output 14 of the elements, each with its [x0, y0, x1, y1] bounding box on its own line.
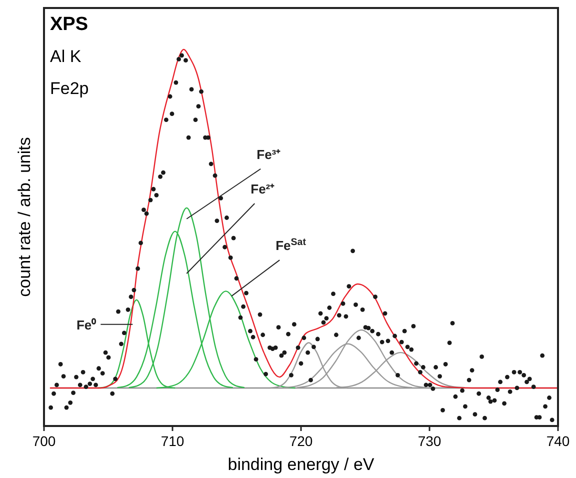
annotation: Fe³⁺ [256, 146, 282, 162]
x-tick-label: 700 [32, 433, 56, 449]
annotation: Fe²⁺ [250, 181, 276, 196]
annotation: Fe2p [50, 79, 89, 98]
x-tick-label: 710 [160, 433, 184, 449]
x-tick-label: 720 [289, 433, 313, 449]
x-axis-title: binding energy / eV [228, 455, 375, 474]
annotation: Al K [50, 47, 82, 66]
annotation: Fe⁰ [76, 317, 97, 332]
y-axis-title: count rate / arb. units [15, 137, 34, 297]
x-tick-label: 740 [546, 433, 570, 449]
text: XPS [50, 14, 88, 35]
x-tick-label: 730 [418, 433, 442, 449]
annotation: Fe$^{Sat}$ [276, 236, 307, 254]
